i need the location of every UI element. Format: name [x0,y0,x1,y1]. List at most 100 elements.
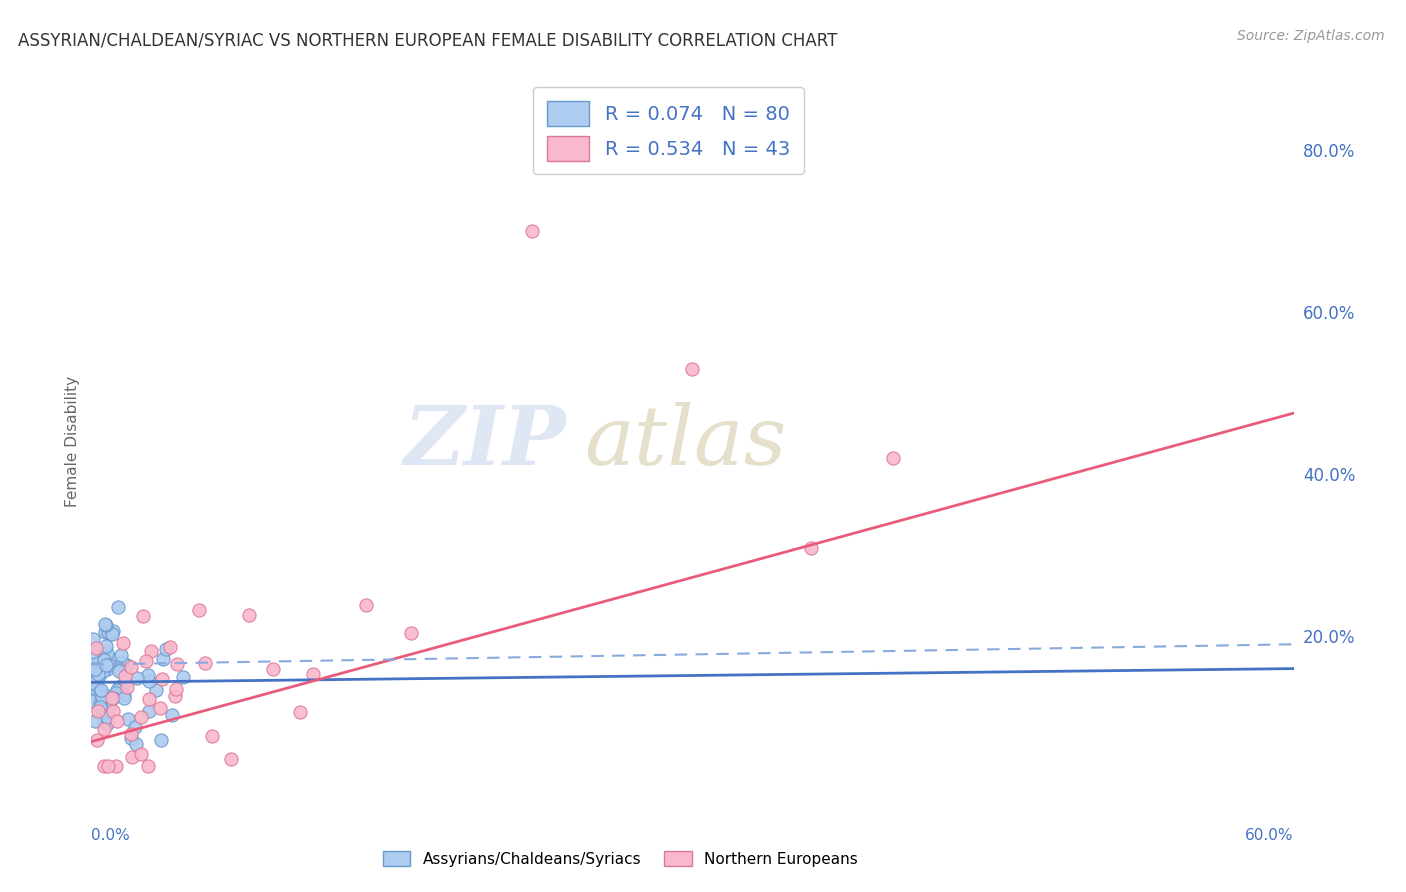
Point [100,691,122,706]
Point [120,659,142,673]
Point [96,710,118,724]
Point [82,632,104,646]
Point [90,682,112,697]
Point [165,681,187,696]
Point [90,689,112,703]
Point [111,682,134,697]
Point [84,714,107,728]
Point [138,673,160,688]
Point [160,708,183,723]
Point [138,704,160,718]
Point [87,663,110,677]
Point [93,653,115,667]
Point [117,712,139,726]
Point [86,705,108,719]
Point [84,673,107,687]
Point [124,737,146,751]
Point [301,667,323,681]
Point [96,657,118,672]
Point [107,600,129,615]
Point [114,675,136,690]
Point [120,727,142,741]
Point [201,729,224,743]
Point [107,680,129,694]
Point [83,676,105,690]
Point [83,676,105,690]
Point [152,652,174,666]
Point [93,759,115,773]
Point [105,683,128,698]
Point [91,702,114,716]
Point [288,706,311,720]
Point [86,732,108,747]
Point [96,640,118,654]
Point [89,685,111,699]
Point [107,714,129,728]
Point [800,541,823,556]
Point [97,649,120,664]
Point [172,670,194,684]
Point [97,759,120,773]
Y-axis label: Female Disability: Female Disability [65,376,80,508]
Point [89,660,111,674]
Point [262,662,284,676]
Point [103,624,125,638]
Point [120,731,142,746]
Point [399,625,422,640]
Point [86,685,108,699]
Point [94,625,117,640]
Point [159,640,181,654]
Point [101,690,124,705]
Point [82,694,104,708]
Point [150,672,173,686]
Point [124,721,146,735]
Point [86,656,108,670]
Point [219,752,242,766]
Point [138,692,160,706]
Point [112,690,135,705]
Point [91,652,114,666]
Point [89,692,111,706]
Legend: R = 0.074   N = 80, R = 0.534   N = 43: R = 0.074 N = 80, R = 0.534 N = 43 [533,87,804,174]
Point [150,733,173,747]
Point [82,683,104,698]
Point [94,617,117,632]
Point [104,686,127,700]
Point [89,697,111,711]
Point [97,689,120,703]
Point [114,669,136,683]
Point [101,704,124,718]
Point [84,640,107,655]
Point [110,648,132,663]
Point [98,627,121,641]
Point [97,624,120,639]
Point [115,657,138,672]
Text: ASSYRIAN/CHALDEAN/SYRIAC VS NORTHERN EUROPEAN FEMALE DISABILITY CORRELATION CHAR: ASSYRIAN/CHALDEAN/SYRIAC VS NORTHERN EUR… [18,31,838,49]
Point [91,661,114,675]
Point [145,683,167,698]
Point [356,599,378,613]
Point [138,667,160,681]
Point [187,602,209,616]
Point [135,654,157,668]
Point [101,627,124,641]
Point [87,667,110,681]
Point [238,608,260,623]
Point [121,749,143,764]
Point [105,759,128,773]
Text: ZIP: ZIP [404,401,567,482]
Point [86,680,108,694]
Text: atlas: atlas [585,401,786,482]
Text: 60.0%: 60.0% [1246,829,1294,843]
Point [132,609,155,624]
Point [90,690,112,705]
Point [163,689,186,703]
Point [108,665,131,679]
Point [882,450,904,465]
Text: Source: ZipAtlas.com: Source: ZipAtlas.com [1237,29,1385,43]
Point [91,664,114,678]
Point [89,668,111,682]
Point [83,662,105,676]
Point [82,681,104,695]
Point [112,636,135,650]
